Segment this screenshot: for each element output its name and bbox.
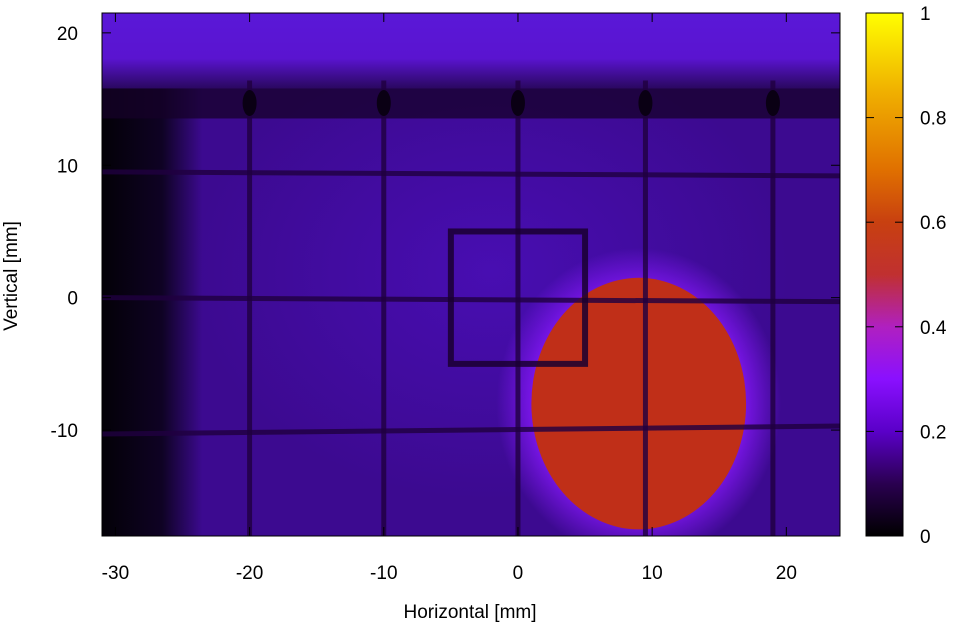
y-axis-label: Vertical [mm] bbox=[1, 221, 22, 331]
colorbar-tick-label: 0.2 bbox=[920, 422, 946, 443]
plot-frame bbox=[101, 12, 841, 537]
x-tick-label: 20 bbox=[776, 563, 797, 584]
y-tick-label: 10 bbox=[57, 156, 78, 177]
colorbar-tick-label: 1 bbox=[920, 4, 931, 25]
colorbar-gradient bbox=[865, 12, 904, 537]
x-tick-label: 10 bbox=[642, 563, 663, 584]
top-bright-band bbox=[102, 13, 840, 89]
shadow-node bbox=[510, 90, 525, 117]
horizontal-shadow-line bbox=[102, 423, 840, 437]
plot-border bbox=[101, 12, 841, 537]
colorbar-tick-label: 0.8 bbox=[920, 109, 946, 130]
x-tick-label: -10 bbox=[370, 563, 397, 584]
x-axis-label: Horizontal [mm] bbox=[403, 602, 536, 623]
y-axis: -10 0 10 20 bbox=[51, 24, 840, 442]
top-shadow-band bbox=[102, 88, 840, 119]
plot-area bbox=[102, 13, 840, 536]
y-tick-label: 0 bbox=[67, 289, 78, 310]
y-tick-label: -10 bbox=[51, 421, 78, 442]
y-tick-label: 20 bbox=[57, 24, 78, 45]
x-axis: -30 -20 -10 0 10 20 bbox=[102, 13, 797, 584]
x-tick-label: 0 bbox=[513, 563, 524, 584]
shadow-node bbox=[638, 90, 653, 117]
colorbar: 0 0.2 0.4 0.6 0.8 1 bbox=[865, 4, 947, 548]
shadow-node bbox=[376, 90, 391, 117]
x-tick-label: -20 bbox=[236, 563, 263, 584]
shadow-node bbox=[242, 90, 257, 117]
colorbar-tick-label: 0.6 bbox=[920, 213, 946, 234]
horizontal-shadow-line bbox=[102, 169, 840, 179]
horizontal-shadow-line bbox=[102, 295, 840, 305]
x-tick-label: -30 bbox=[102, 563, 129, 584]
colorbar-tick-label: 0.4 bbox=[920, 318, 947, 339]
hot-spot bbox=[531, 277, 747, 530]
shadow-node bbox=[765, 90, 780, 117]
colorbar-tick-label: 0 bbox=[920, 527, 931, 548]
square-frame-shadow bbox=[447, 228, 589, 367]
